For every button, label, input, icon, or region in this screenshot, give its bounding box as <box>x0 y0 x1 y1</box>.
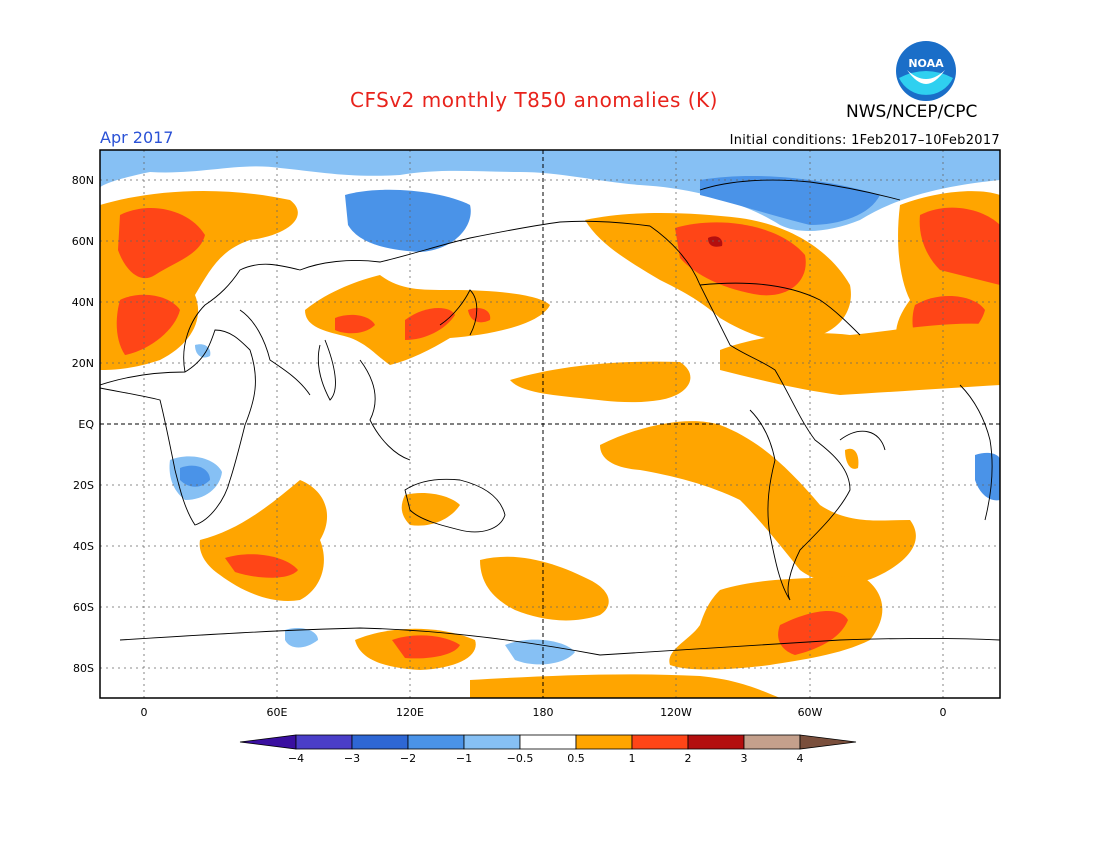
lat-label: 20N <box>72 357 94 370</box>
colorbar-box <box>687 734 745 750</box>
asia-warm-core-a <box>335 314 375 334</box>
organization: NWS/NCEP/CPC <box>846 102 978 122</box>
asia-warm-core-b <box>405 308 455 340</box>
us-east-warm <box>720 323 1000 395</box>
canada-cold-core <box>700 175 880 225</box>
lat-lon-grid <box>100 150 1000 698</box>
lat-label: 40N <box>72 296 94 309</box>
lat-label: 20S <box>73 479 94 492</box>
iberia-warm-core <box>116 294 180 355</box>
colorbar-label: 0.5 <box>567 752 585 765</box>
colorbar-box <box>463 734 521 750</box>
colorbar: −4 −3 −2 −1 −0.5 0.5 1 2 3 4 <box>239 734 857 765</box>
canada-hot-spot <box>708 236 723 247</box>
colorbar-box <box>743 734 801 750</box>
noaa-logo: NOAA <box>895 40 957 102</box>
lat-label: 80S <box>73 662 94 675</box>
colorbar-box <box>407 734 465 750</box>
lat-label: 60S <box>73 601 94 614</box>
south-africa-cold-core <box>180 465 210 487</box>
lon-label: 0 <box>141 706 148 719</box>
lat-label: 40S <box>73 540 94 553</box>
coastlines <box>100 179 1000 656</box>
lat-label: EQ <box>78 418 94 431</box>
brazil-warm <box>845 448 859 469</box>
lon-label: 60E <box>267 706 288 719</box>
tropical-pacific-warm <box>510 361 691 403</box>
map-title: CFSv2 monthly T850 anomalies (K) <box>350 88 718 112</box>
south-pacific-warm <box>600 421 916 585</box>
colorbar-label: −0.5 <box>507 752 534 765</box>
japan-warm-core <box>468 308 491 323</box>
europe-warm-core <box>118 207 205 279</box>
lon-label: 60W <box>798 706 823 719</box>
initial-conditions: Initial conditions: 1Feb2017–10Feb2017 <box>729 133 1000 148</box>
antarctic-warm-core <box>392 635 460 659</box>
colorbar-box <box>631 734 689 750</box>
colorbar-box <box>295 734 353 750</box>
antarctic-indian-cold <box>285 628 318 648</box>
colorbar-box <box>575 734 633 750</box>
colorbar-arrow-high <box>799 734 857 750</box>
colorbar-label: 2 <box>685 752 692 765</box>
australia-south-warm <box>401 493 460 526</box>
colorbar-box <box>519 734 577 750</box>
colorbar-label: 4 <box>797 752 804 765</box>
lat-label: 60N <box>72 235 94 248</box>
latitude-labels: 80N 60N 40N 20N EQ 20S 40S 60S 80S <box>72 174 95 675</box>
colorbar-label: −1 <box>456 752 472 765</box>
europe-warm-wrap-core <box>919 207 1000 285</box>
antarctic-rim-warm <box>470 674 780 698</box>
lon-label: 120W <box>660 706 692 719</box>
southern-pacific-warm <box>480 556 609 621</box>
colorbar-label: 1 <box>629 752 636 765</box>
colorbar-arrow-low <box>239 734 297 750</box>
colorbar-box <box>351 734 409 750</box>
west-africa-cold <box>195 344 211 358</box>
valid-month: Apr 2017 <box>100 128 174 147</box>
lon-label: 180 <box>533 706 554 719</box>
arctic-cold-core <box>345 189 471 252</box>
lon-label: 120E <box>396 706 424 719</box>
drake-warm <box>669 575 883 670</box>
map-frame <box>99 149 1001 699</box>
noaa-logo-text: NOAA <box>908 57 944 70</box>
lon-label: 0 <box>940 706 947 719</box>
lat-label: 80N <box>72 174 94 187</box>
antarctic-pacific-cold <box>505 639 575 665</box>
colorbar-label: 3 <box>741 752 748 765</box>
southern-ocean-warm-indian-core <box>225 554 298 578</box>
drake-warm-core <box>778 610 848 655</box>
colorbar-label: −4 <box>288 752 304 765</box>
colorbar-label: −3 <box>344 752 360 765</box>
longitude-labels: 0 60E 120E 180 120W 60W 0 <box>141 706 947 719</box>
south-africa-cold-wrap <box>975 452 1000 501</box>
colorbar-label: −2 <box>400 752 416 765</box>
